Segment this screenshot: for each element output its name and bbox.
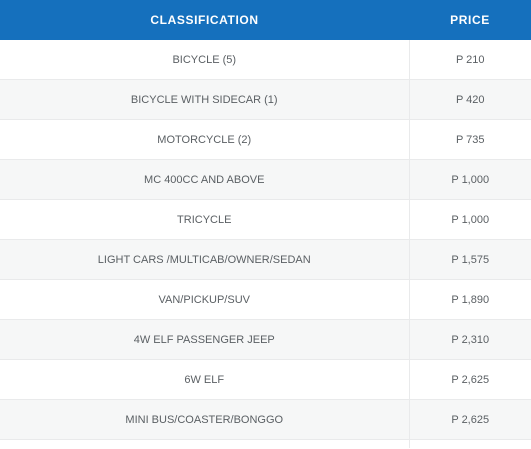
table-body: BICYCLE (5) P 210 BICYCLE WITH SIDECAR (… <box>0 40 531 448</box>
price-cell: P 1,000 <box>408 159 531 200</box>
classification-cell: BICYCLE (5) <box>0 40 409 80</box>
classification-cell: TRICYCLE <box>0 199 409 240</box>
price-cell: P 735 <box>408 119 531 160</box>
table-row: BICYCLE (5) P 210 <box>0 40 531 80</box>
table-row: 4W ELF PASSENGER JEEP P 2,310 <box>0 319 531 360</box>
classification-column-header: CLASSIFICATION <box>150 13 259 27</box>
classification-cell: MINI BUS/COASTER/BONGGO <box>0 399 409 440</box>
price-column-header: PRICE <box>450 13 490 27</box>
price-cell: P 1,000 <box>408 199 531 240</box>
table-row: MOTORCYCLE (2) P 735 <box>0 119 531 160</box>
price-cell: P 2,310 <box>408 319 531 360</box>
table-row: MINI BUS/COASTER/BONGGO P 2,625 <box>0 399 531 440</box>
price-cell: P 2,625 <box>408 359 531 400</box>
classification-cell: MOTORCYCLE (2) <box>0 119 409 160</box>
classification-cell-empty <box>0 439 409 448</box>
table-header-row: CLASSIFICATION PRICE <box>0 0 531 40</box>
table-row: LIGHT CARS /MULTICAB/OWNER/SEDAN P 1,575 <box>0 239 531 280</box>
table-row: MC 400CC AND ABOVE P 1,000 <box>0 159 531 200</box>
classification-cell: BICYCLE WITH SIDECAR (1) <box>0 79 409 120</box>
classification-cell: 4W ELF PASSENGER JEEP <box>0 319 409 360</box>
classification-cell: MC 400CC AND ABOVE <box>0 159 409 200</box>
price-cell-empty <box>408 439 531 448</box>
price-cell: P 1,575 <box>408 239 531 280</box>
table-header: CLASSIFICATION PRICE <box>0 0 531 40</box>
classification-cell: LIGHT CARS /MULTICAB/OWNER/SEDAN <box>0 239 409 280</box>
price-cell: P 1,890 <box>408 279 531 320</box>
table-row-cutoff <box>0 439 531 448</box>
price-cell: P 420 <box>408 79 531 120</box>
table-row: TRICYCLE P 1,000 <box>0 199 531 240</box>
table-row: VAN/PICKUP/SUV P 1,890 <box>0 279 531 320</box>
classification-cell: 6W ELF <box>0 359 409 400</box>
price-cell: P 210 <box>408 40 531 80</box>
classification-cell: VAN/PICKUP/SUV <box>0 279 409 320</box>
table-row: BICYCLE WITH SIDECAR (1) P 420 <box>0 79 531 120</box>
table-row: 6W ELF P 2,625 <box>0 359 531 400</box>
price-cell: P 2,625 <box>408 399 531 440</box>
